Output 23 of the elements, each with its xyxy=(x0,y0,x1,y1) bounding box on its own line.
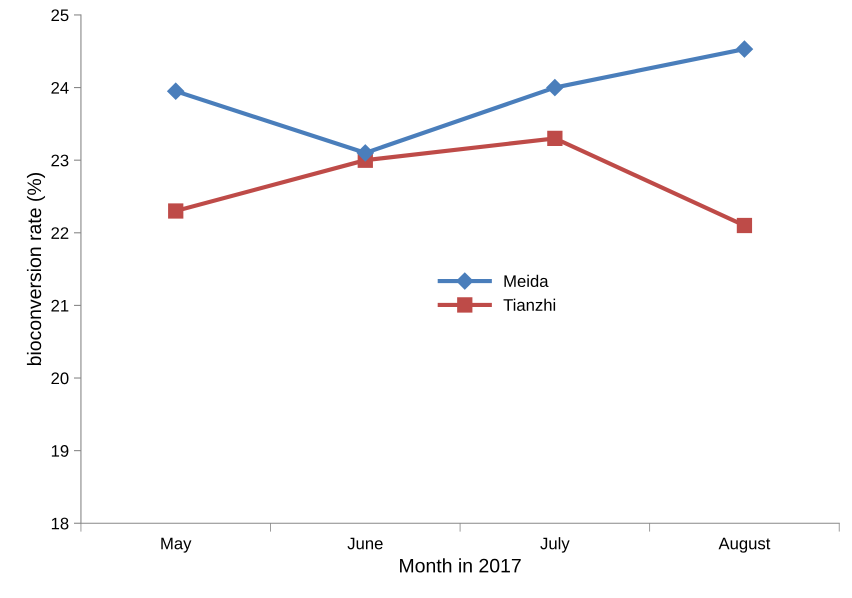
x-tick-label: June xyxy=(347,538,383,550)
y-tick-label: 18 xyxy=(52,518,68,530)
legend-label: Meida xyxy=(504,274,549,288)
x-tick-label: May xyxy=(161,538,192,553)
legend-label: Tianzhi xyxy=(503,298,556,311)
y-tick-label: 22 xyxy=(51,227,68,239)
x-tick-label: August xyxy=(718,538,770,553)
point xyxy=(546,79,564,96)
x-axis-title: Month in 2017 xyxy=(400,558,521,573)
point xyxy=(168,203,184,219)
y-tick-label: 20 xyxy=(51,372,68,384)
y-tick-label: 19 xyxy=(52,445,68,457)
point xyxy=(547,130,563,146)
point xyxy=(736,218,752,234)
y-axis-title: bioconversion rate (%) xyxy=(26,173,46,366)
y-tick-label: 24 xyxy=(51,82,69,94)
point xyxy=(736,40,753,58)
x-tick-label: July xyxy=(540,537,570,553)
y-tick-label: 21 xyxy=(51,300,68,312)
point xyxy=(356,144,374,162)
point xyxy=(167,82,184,100)
y-tick-label: 23 xyxy=(51,154,68,166)
y-tick-label: 25 xyxy=(51,9,68,22)
